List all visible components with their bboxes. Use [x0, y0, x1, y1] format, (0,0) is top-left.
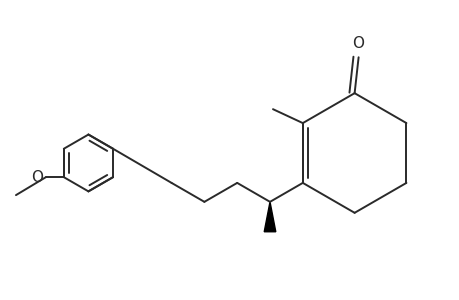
Text: O: O — [352, 36, 364, 51]
Text: O: O — [31, 170, 43, 185]
Polygon shape — [263, 202, 275, 232]
